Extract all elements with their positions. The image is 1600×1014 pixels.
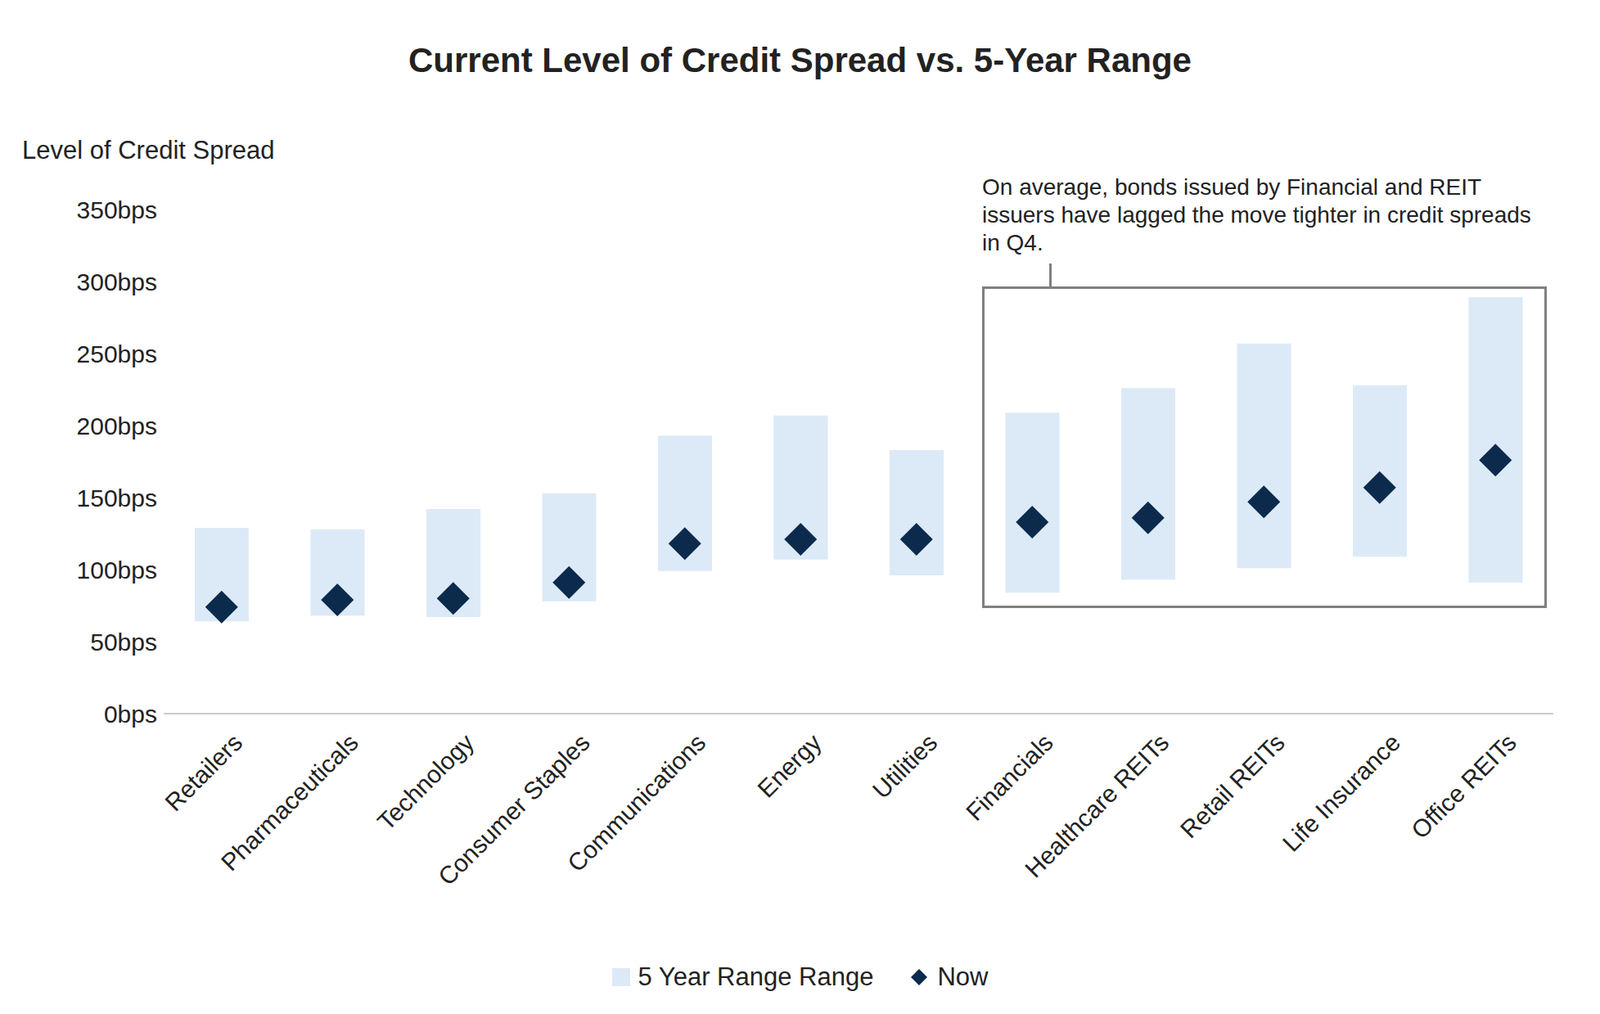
html-text:Level of Credit Spread: Level of Credit Spread [22,135,275,165]
svg-text:350bps: 350bps [76,196,158,224]
svg-text:300bps: 300bps [76,268,158,296]
svg-text:Pharmaceuticals: Pharmaceuticals [216,728,364,876]
svg-text:Retail REITs: Retail REITs [1175,728,1290,843]
svg-text:Healthcare REITs: Healthcare REITs [1019,728,1174,883]
svg-text:Retailers: Retailers [159,728,248,816]
svg-text:250bps: 250bps [76,340,158,368]
svg-text:Life Insurance: Life Insurance [1277,728,1407,857]
svg-text:100bps: 100bps [76,556,158,584]
svg-text:Consumer Staples: Consumer Staples [432,728,595,891]
html-text:On average, bonds issued by Fi: On average, bonds issued by Financial an… [982,174,1532,256]
svg-text:Technology: Technology [372,728,480,836]
svg-text:200bps: 200bps [76,412,158,440]
html-text:5 Year Range Range: 5 Year Range Range [638,962,874,992]
svg-text:Utilities: Utilities [867,728,943,804]
svg-text:150bps: 150bps [76,484,158,512]
svg-text:Office REITs: Office REITs [1406,728,1522,844]
svg-text:Financials: Financials [960,728,1059,826]
html-text:Current Level of Credit Spread: Current Level of Credit Spread vs. 5-Yea… [408,40,1192,80]
svg-text:50bps: 50bps [90,628,158,656]
svg-text:0bps: 0bps [103,700,158,728]
svg-text:Communications: Communications [562,728,711,877]
svg-text:Energy: Energy [752,728,827,803]
html-text:Now: Now [937,962,989,992]
